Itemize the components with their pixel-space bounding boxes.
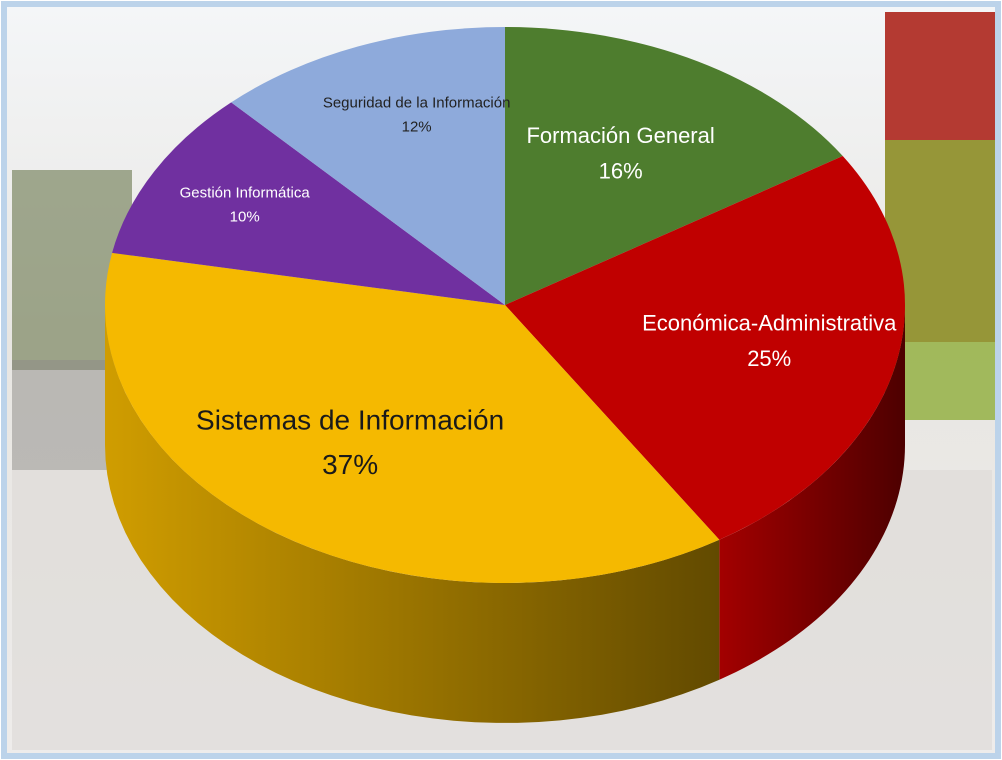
slice-side [105,305,720,723]
slice-value-label: 37% [322,449,378,480]
slice-value-label: 25% [747,346,791,371]
pie-slice [231,27,505,305]
slice-label: Seguridad de la Información [323,95,511,112]
pie-slice [505,156,905,540]
slice-label: Sistemas de Información [196,404,504,435]
slice-side [719,305,905,680]
slice-label: Económica-Administrativa [642,311,897,336]
pie-slice [505,27,843,305]
slice-value-label: 10% [230,208,260,225]
slice-label: Gestión Informática [180,184,311,201]
pie-slice [104,252,720,583]
steps [12,360,122,470]
slice-value-label: 12% [402,119,432,136]
slice-value-label: 16% [599,158,643,183]
slice-label: Formación General [526,123,714,148]
pie-slice [112,102,506,306]
pie: Formación General 16% Económica-Administra… [104,27,905,723]
